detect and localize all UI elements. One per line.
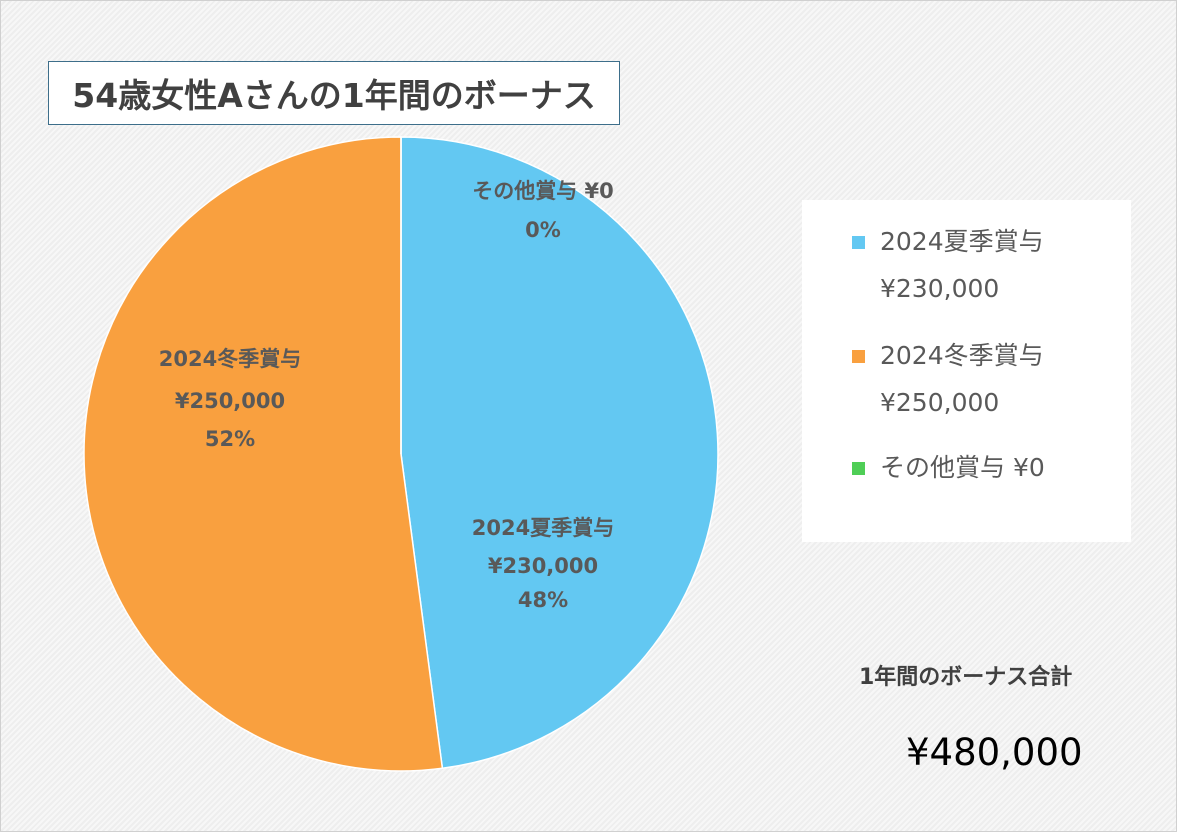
slice-label-other-name-value: その他賞与 ¥0 [472,179,614,203]
slice-label-other-percent: 0% [525,218,561,242]
legend-swatch-summer [852,236,865,249]
legend: 2024夏季賞与 ¥230,000 2024冬季賞与 ¥250,000 その他賞… [802,200,1131,542]
pie-slice-summer [400,136,719,770]
slice-label-summer-name: 2024夏季賞与 [472,516,614,540]
slice-label-winter-percent: 52% [205,427,255,451]
slice-label-summer-value: ¥230,000 [488,554,598,578]
slice-label-winter-name: 2024冬季賞与 [159,347,301,371]
legend-value-winter: ¥250,000 [880,388,1000,417]
chart-title: 54歳女性Aさんの1年間のボーナス [48,61,620,125]
slice-label-winter-value: ¥250,000 [175,389,285,413]
legend-label-summer: 2024夏季賞与 [880,227,1044,256]
slice-label-summer-percent: 48% [518,588,568,612]
legend-value-summer: ¥230,000 [880,274,1000,303]
legend-swatch-winter [852,350,865,363]
pie-slice-winter [83,136,444,772]
legend-label-winter: 2024冬季賞与 [880,341,1044,370]
legend-swatch-other [852,462,865,475]
total-label: 1年間のボーナス合計 [859,665,1073,690]
total-value: ¥480,000 [906,731,1083,774]
legend-label-other: その他賞与 ¥0 [880,453,1045,482]
